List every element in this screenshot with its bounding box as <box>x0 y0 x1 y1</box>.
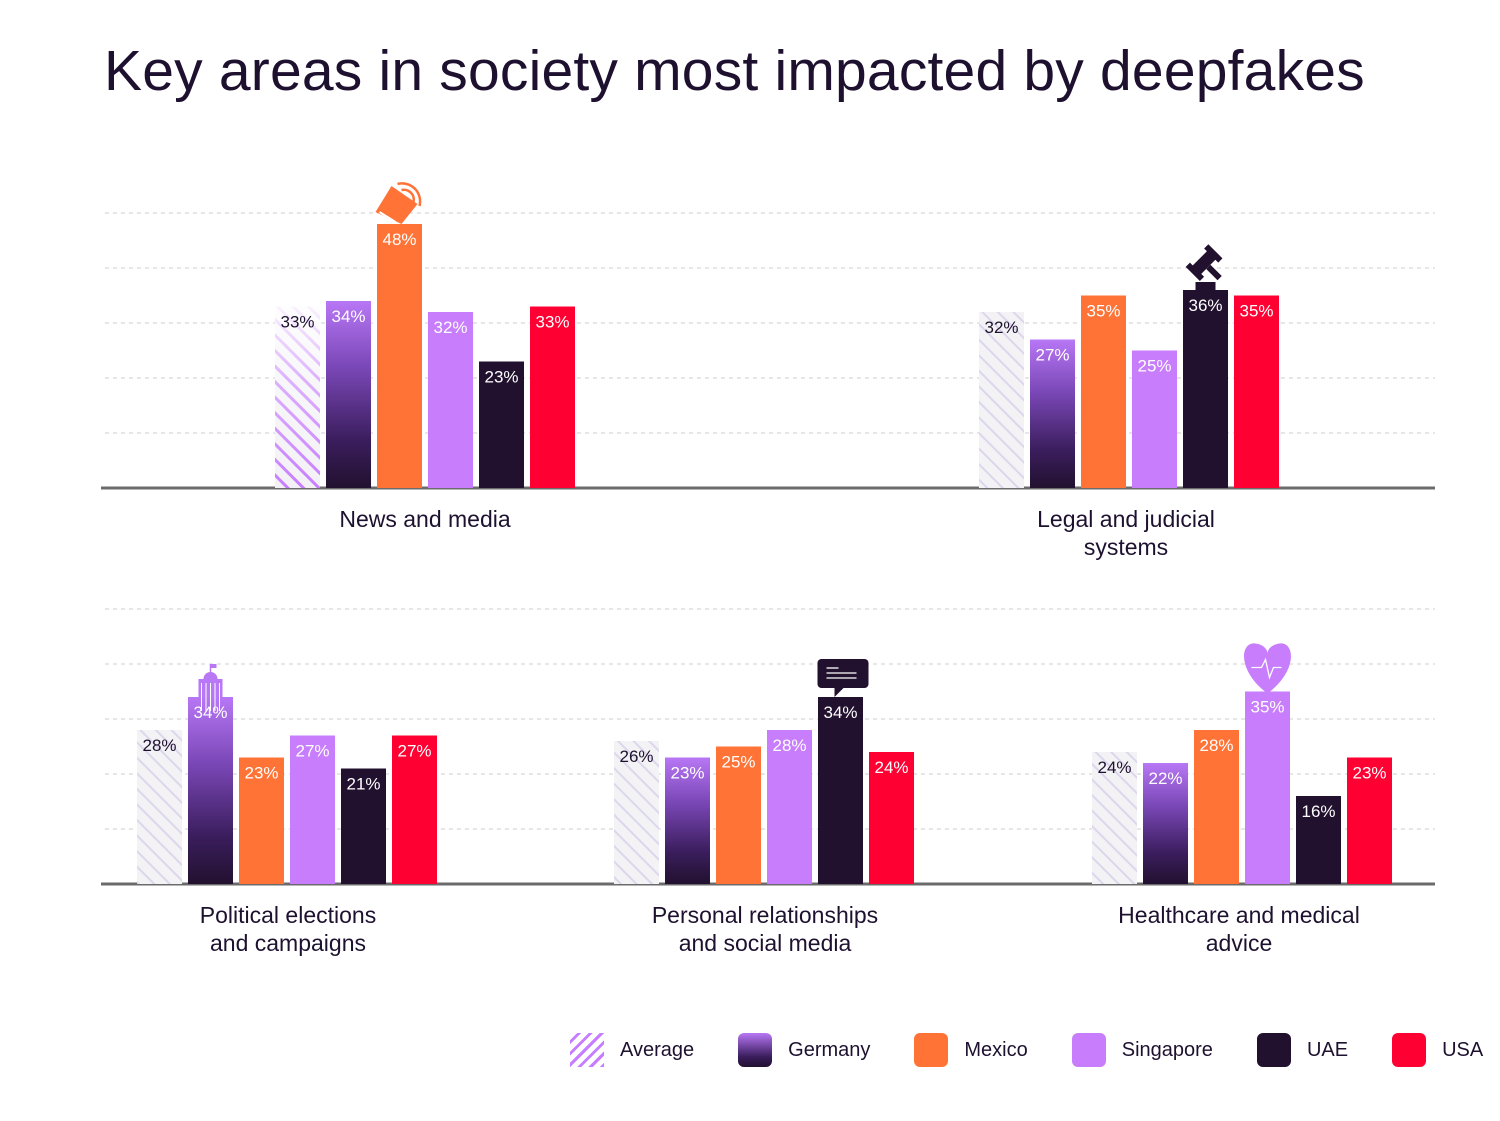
bar-uae <box>818 697 863 884</box>
data-label-usa: 35% <box>1239 302 1273 321</box>
category-label: Legal and judicial <box>1037 506 1215 532</box>
legend-swatch <box>738 1033 773 1067</box>
bar-germany <box>188 697 233 884</box>
bar-mexico <box>716 746 761 884</box>
megaphone-icon <box>375 182 422 224</box>
data-label-uae: 16% <box>1301 802 1335 821</box>
bar-mexico <box>239 757 284 884</box>
bar-singapore <box>290 735 335 884</box>
legend-swatch <box>914 1033 949 1067</box>
bar-usa <box>530 306 575 488</box>
data-label-average: 24% <box>1097 758 1131 777</box>
bar-germany <box>326 301 371 488</box>
data-label-usa: 27% <box>397 742 431 761</box>
category-label: systems <box>1084 534 1168 560</box>
data-label-germany: 23% <box>670 764 704 783</box>
chart-title: Key areas in society most impacted by de… <box>104 39 1365 103</box>
legend-item-germany: Germany <box>738 1033 914 1067</box>
data-label-usa: 24% <box>874 758 908 777</box>
bar-singapore <box>1245 691 1290 884</box>
data-label-germany: 34% <box>331 307 365 326</box>
legend-item-mexico: Mexico <box>914 1033 1071 1067</box>
bar-average <box>137 730 182 884</box>
data-label-usa: 23% <box>1352 764 1386 783</box>
data-label-average: 26% <box>619 747 653 766</box>
legend-swatch <box>1071 1033 1106 1067</box>
legend-swatch <box>570 1033 604 1067</box>
data-label-uae: 34% <box>823 703 857 722</box>
bar-mexico <box>1081 295 1126 488</box>
data-label-average: 32% <box>984 318 1018 337</box>
legend-item-uae: UAE <box>1256 1033 1392 1067</box>
data-label-usa: 33% <box>535 313 569 332</box>
data-label-singapore: 27% <box>295 742 329 761</box>
data-label-uae: 36% <box>1188 296 1222 315</box>
legend-label: UAE <box>1306 1038 1349 1061</box>
category-label: Healthcare and medical <box>1118 902 1360 928</box>
data-label-germany: 34% <box>193 703 227 722</box>
category-label: Political elections <box>200 902 376 928</box>
data-label-mexico: 28% <box>1199 736 1233 755</box>
bar-uae <box>479 361 524 488</box>
legend-label: Average <box>620 1038 695 1061</box>
bar-germany <box>665 757 710 884</box>
category-label: advice <box>1206 930 1272 956</box>
category-label: and social media <box>679 930 852 956</box>
data-label-germany: 27% <box>1035 346 1069 365</box>
data-label-average: 28% <box>142 736 176 755</box>
legend-label: Mexico <box>964 1038 1028 1061</box>
legend-item-singapore: Singapore <box>1071 1033 1257 1067</box>
data-label-mexico: 48% <box>382 230 416 249</box>
category-label: Personal relationships <box>652 902 878 928</box>
legend: Average Germany Mexico Singapore UAE USA <box>570 1033 1483 1067</box>
legend-item-usa: USA <box>1392 1033 1483 1067</box>
data-label-singapore: 32% <box>433 318 467 337</box>
bar-uae <box>341 768 386 884</box>
legend-label: Germany <box>788 1038 871 1061</box>
gavel-icon <box>1185 244 1223 290</box>
legend-swatch <box>1256 1033 1291 1067</box>
bar-usa <box>392 735 437 884</box>
data-label-singapore: 28% <box>772 736 806 755</box>
heart-pulse-icon <box>1244 643 1291 694</box>
data-label-singapore: 35% <box>1250 698 1284 717</box>
data-label-mexico: 25% <box>721 753 755 772</box>
category-label: News and media <box>339 506 511 532</box>
data-label-uae: 23% <box>484 368 518 387</box>
bar-singapore <box>767 730 812 884</box>
data-label-germany: 22% <box>1148 769 1182 788</box>
bar-usa <box>869 752 914 884</box>
bar-usa <box>1234 295 1279 488</box>
chat-bubble-icon <box>817 659 869 697</box>
data-label-average: 33% <box>280 313 314 332</box>
bar-average <box>1092 752 1137 884</box>
bar-average <box>614 741 659 884</box>
bar-singapore <box>428 312 473 488</box>
legend-label: Singapore <box>1121 1038 1213 1061</box>
data-label-mexico: 23% <box>244 764 278 783</box>
bar-mexico <box>377 224 422 488</box>
bar-usa <box>1347 757 1392 884</box>
bar-germany <box>1030 339 1075 488</box>
category-label: and campaigns <box>210 930 366 956</box>
data-label-uae: 21% <box>346 775 380 794</box>
bar-mexico <box>1194 730 1239 884</box>
bar-uae <box>1183 290 1228 488</box>
capitol-building-icon <box>198 664 223 711</box>
bar-average <box>979 312 1024 488</box>
data-label-singapore: 25% <box>1137 357 1171 376</box>
legend-label: USA <box>1442 1038 1484 1061</box>
bar-germany <box>1143 763 1188 884</box>
bar-uae <box>1296 796 1341 884</box>
bar-singapore <box>1132 350 1177 488</box>
legend-item-average: Average <box>570 1033 738 1067</box>
bar-average-fade <box>275 306 320 488</box>
legend-swatch <box>1392 1033 1427 1067</box>
data-label-mexico: 35% <box>1086 302 1120 321</box>
